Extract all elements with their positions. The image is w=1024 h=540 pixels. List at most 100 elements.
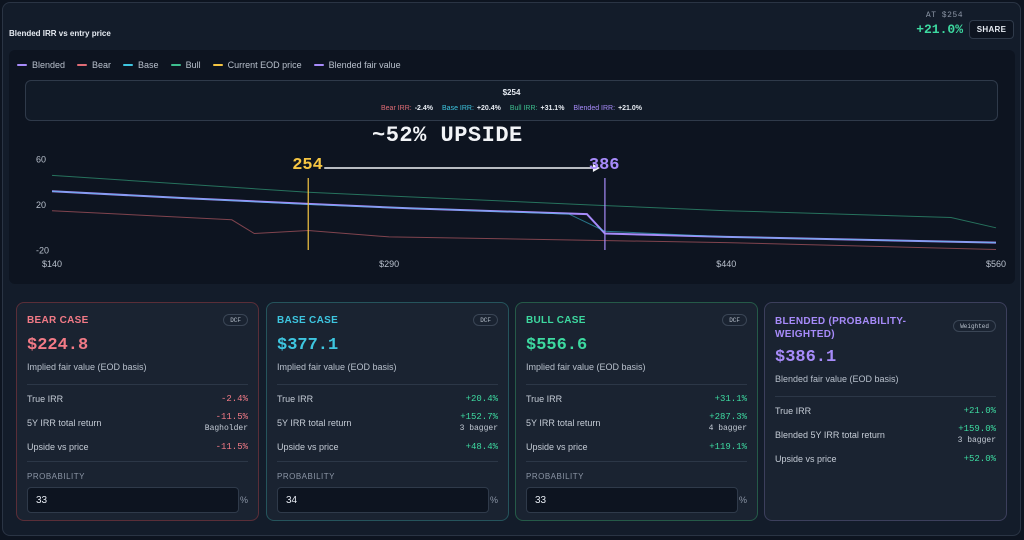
card-subtitle: Implied fair value (EOD basis) <box>27 362 147 372</box>
probability-input[interactable] <box>27 487 239 513</box>
legend-item-bear[interactable]: Bear <box>77 60 111 70</box>
card-row-value: +52.0% <box>963 454 996 464</box>
legend-swatch-base <box>123 64 134 66</box>
series-line-bull <box>51 174 997 229</box>
card-divider <box>526 461 747 462</box>
legend-label: Blended fair value <box>328 60 401 70</box>
card-fair-value: $224.8 <box>27 336 89 355</box>
card-badge: Weighted <box>953 320 996 332</box>
fair-value-marker-label: 386 <box>588 156 620 175</box>
bull-case-card: BULL CASE DCF $556.6 Implied fair value (EO… <box>515 302 758 521</box>
card-divider <box>526 384 747 385</box>
card-row-value: +152.7% <box>460 412 498 422</box>
irr-line-chart[interactable]: 60 20 -20 $140 $290 $440 $560 <box>0 0 1024 300</box>
card-row-value: +119.1% <box>709 442 747 452</box>
tooltip-irr-item: Bull IRR: +31.1% <box>510 105 565 112</box>
card-row-value: -2.4% <box>220 394 248 404</box>
probability-label: PROBABILITY <box>27 472 85 481</box>
card-badge: DCF <box>722 314 747 326</box>
legend-swatch-bear <box>77 64 88 66</box>
card-row-label: Upside vs price <box>775 454 837 464</box>
tooltip-irr-label: Bear IRR: <box>380 105 412 112</box>
card-row-label: Upside vs price <box>277 442 339 452</box>
card-row-note: 3 bagger <box>459 424 498 433</box>
tooltip-irr-item: Bear IRR: -2.4% <box>381 105 433 112</box>
card-row-value: -11.5% <box>215 412 248 422</box>
card-title: BULL CASE <box>526 315 586 326</box>
tooltip-irr-value: +21.0% <box>618 105 642 112</box>
legend-swatch-fair <box>313 64 324 66</box>
current-price-marker-label: 254 <box>292 156 323 175</box>
legend-item-base[interactable]: Base <box>123 60 159 70</box>
card-row-note: Bagholder <box>204 424 248 433</box>
at-price-label: AT $254 <box>925 11 963 20</box>
upside-annotation: ~52% UPSIDE <box>372 123 523 148</box>
card-divider <box>277 461 498 462</box>
tooltip-irr-value: +31.1% <box>540 105 565 112</box>
probability-label: PROBABILITY <box>526 472 584 481</box>
card-fair-value: $386.1 <box>775 348 837 367</box>
tooltip-irr-item: Blended IRR: +21.0% <box>573 105 642 112</box>
probability-input[interactable] <box>277 487 489 513</box>
legend-item-eod[interactable]: Current EOD price <box>212 60 302 70</box>
card-row-value: +287.3% <box>709 412 747 422</box>
y-tick-label: 60 <box>36 154 46 164</box>
card-subtitle: Implied fair value (EOD basis) <box>277 362 397 372</box>
chart-legend: Blended Bear Base Bull Current EOD price Blen… <box>17 60 401 70</box>
card-fair-value: $377.1 <box>277 336 339 355</box>
legend-label: Bear <box>92 60 112 70</box>
legend-swatch-eod <box>212 64 223 66</box>
card-divider <box>27 461 248 462</box>
x-tick-label: $290 <box>379 259 399 269</box>
card-row-note: 3 bagger <box>957 436 996 445</box>
probability-label: PROBABILITY <box>277 472 335 481</box>
card-row-label: Upside vs price <box>27 442 89 452</box>
card-badge: DCF <box>223 314 248 326</box>
probability-input[interactable] <box>526 487 738 513</box>
card-row-label: 5Y IRR total return <box>526 418 601 428</box>
tooltip-irr-item: Base IRR: +20.4% <box>442 105 501 112</box>
card-row-value: +159.0% <box>958 424 996 434</box>
card-fair-value: $556.6 <box>526 336 588 355</box>
tooltip-irr-value: -2.4% <box>414 105 434 112</box>
legend-item-blended[interactable]: Blended <box>17 60 65 70</box>
card-row-label: True IRR <box>775 406 812 416</box>
tooltip-irr-row: Bear IRR: -2.4% Base IRR: +20.4% Bull IRR: +3… <box>26 105 997 112</box>
card-divider <box>277 384 498 385</box>
x-tick-label: $560 <box>986 259 1006 269</box>
card-subtitle: Implied fair value (EOD basis) <box>526 362 646 372</box>
card-row-label: 5Y IRR total return <box>277 418 352 428</box>
card-title: BLENDED (PROBABILITY-WEIGHTED) <box>775 316 907 340</box>
card-title: BEAR CASE <box>27 315 89 326</box>
legend-label: Blended <box>32 60 66 70</box>
y-tick-label: -20 <box>36 246 49 256</box>
upside-arrow-head <box>592 164 600 172</box>
card-row-label: True IRR <box>27 394 64 404</box>
card-badge: DCF <box>473 314 498 326</box>
card-row-value: +48.4% <box>465 442 498 452</box>
tooltip-irr-label: Base IRR: <box>442 105 474 112</box>
base-case-card: BASE CASE DCF $377.1 Implied fair value (EO… <box>266 302 509 521</box>
tooltip-irr-value: +20.4% <box>476 105 501 112</box>
card-title: BASE CASE <box>277 315 339 326</box>
card-subtitle: Blended fair value (EOD basis) <box>775 374 899 384</box>
card-divider <box>775 396 996 397</box>
blended-irr-headline: +21.0% <box>916 22 963 37</box>
card-row-label: 5Y IRR total return <box>27 418 102 428</box>
legend-item-fair[interactable]: Blended fair value <box>313 60 401 70</box>
series-line-bear <box>51 210 997 250</box>
legend-item-bull[interactable]: Bull <box>170 60 201 70</box>
chart-title: Blended IRR vs entry price <box>9 29 111 38</box>
y-tick-label: 20 <box>36 200 46 210</box>
x-tick-label: $140 <box>42 259 62 269</box>
percent-suffix: % <box>239 495 248 505</box>
legend-label: Bull <box>185 60 201 70</box>
tooltip-irr-label: Bull IRR: <box>509 105 538 112</box>
percent-suffix: % <box>489 495 498 505</box>
card-divider <box>27 384 248 385</box>
legend-label: Base <box>138 60 159 70</box>
share-button[interactable]: SHARE <box>969 20 1014 39</box>
card-row-value: +31.1% <box>714 394 747 404</box>
legend-label: Current EOD price <box>227 60 302 70</box>
card-row-label: True IRR <box>526 394 563 404</box>
